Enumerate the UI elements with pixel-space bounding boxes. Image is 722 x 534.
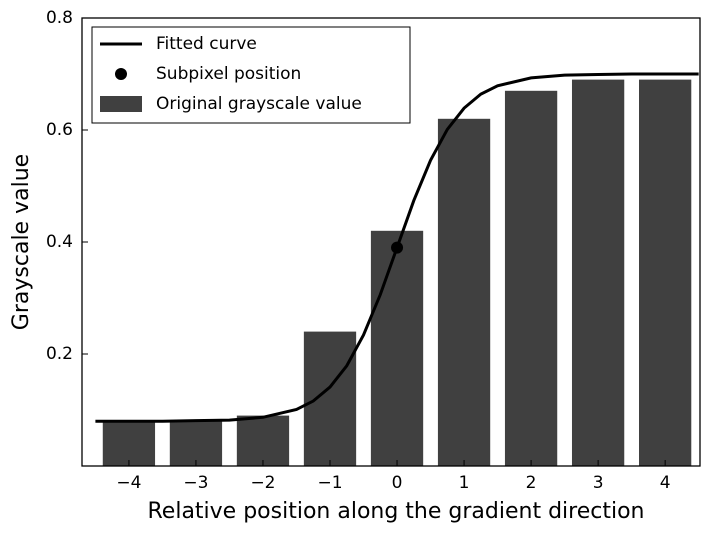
- x-tick-label: 4: [660, 473, 671, 493]
- x-tick-label: −2: [250, 473, 275, 493]
- legend-swatch: [115, 68, 127, 80]
- bar: [437, 118, 491, 467]
- x-axis-label: Relative position along the gradient dir…: [148, 499, 645, 524]
- bar: [169, 421, 223, 466]
- bar: [504, 90, 558, 467]
- bar: [370, 230, 424, 466]
- x-tick-label: 2: [526, 473, 537, 493]
- y-tick-label: 0.6: [46, 120, 73, 140]
- legend-label: Subpixel position: [156, 64, 301, 84]
- legend-box: [91, 26, 411, 124]
- x-tick-label: −3: [183, 473, 208, 493]
- bar: [303, 331, 357, 466]
- x-tick-label: 3: [593, 473, 604, 493]
- y-tick-label: 0.2: [46, 344, 73, 364]
- y-axis-label: Grayscale value: [9, 154, 34, 330]
- y-tick-label: 0.8: [46, 8, 73, 28]
- y-tick-label: 0.4: [46, 232, 73, 252]
- point: [391, 241, 404, 254]
- x-tick-label: −1: [317, 473, 342, 493]
- x-tick-label: −4: [116, 473, 141, 493]
- x-tick-label: 1: [459, 473, 470, 493]
- bar: [102, 421, 156, 466]
- bar: [571, 79, 625, 466]
- legend-swatch: [100, 96, 142, 112]
- bar: [236, 415, 290, 466]
- legend-label: Original grayscale value: [156, 94, 362, 114]
- bar: [639, 79, 692, 466]
- legend-label: Fitted curve: [156, 34, 257, 54]
- x-tick-label: 0: [392, 473, 403, 493]
